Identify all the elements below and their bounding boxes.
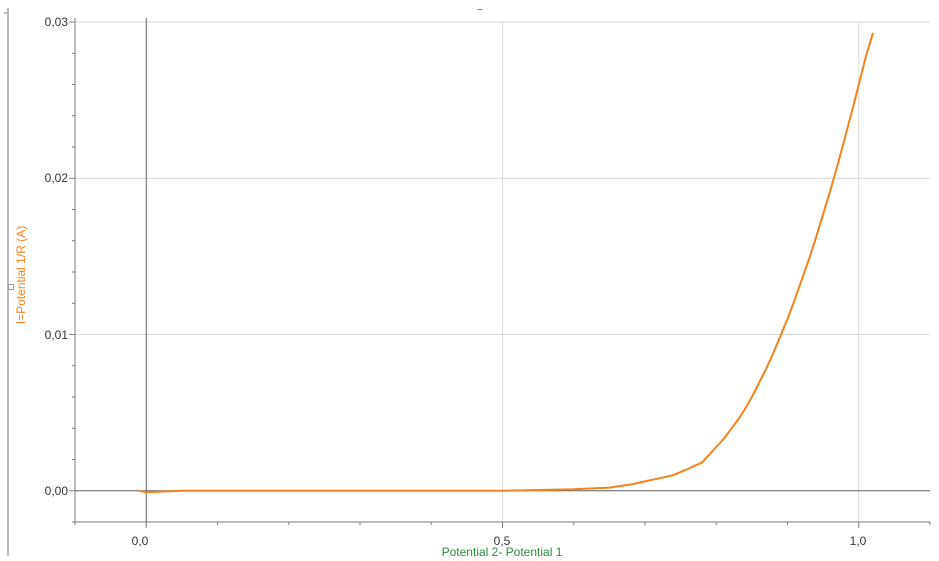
left-panel-tick: [4, 12, 9, 14]
y-tick-label: 0,02: [45, 171, 69, 185]
header-marker: –: [477, 4, 483, 15]
y-tick-label: 0,03: [45, 15, 69, 29]
series-layer: [138, 32, 874, 494]
grid-lines: [75, 21, 930, 522]
tick-marks: [69, 21, 931, 528]
x-tick-label: 1,0: [850, 534, 867, 548]
resize-handle[interactable]: [8, 284, 14, 290]
x-tick-label: 0,5: [494, 534, 511, 548]
y-tick-label: 0,00: [45, 484, 69, 498]
y-axis-title: I=Potential 1/R (A): [14, 226, 28, 324]
left-panel-rule: [7, 8, 9, 556]
x-tick-label: 0,0: [132, 534, 149, 548]
y-tick-label: 0,01: [45, 328, 69, 342]
series-line: [138, 32, 874, 494]
x-axis-title: Potential 2- Potential 1: [442, 545, 563, 559]
